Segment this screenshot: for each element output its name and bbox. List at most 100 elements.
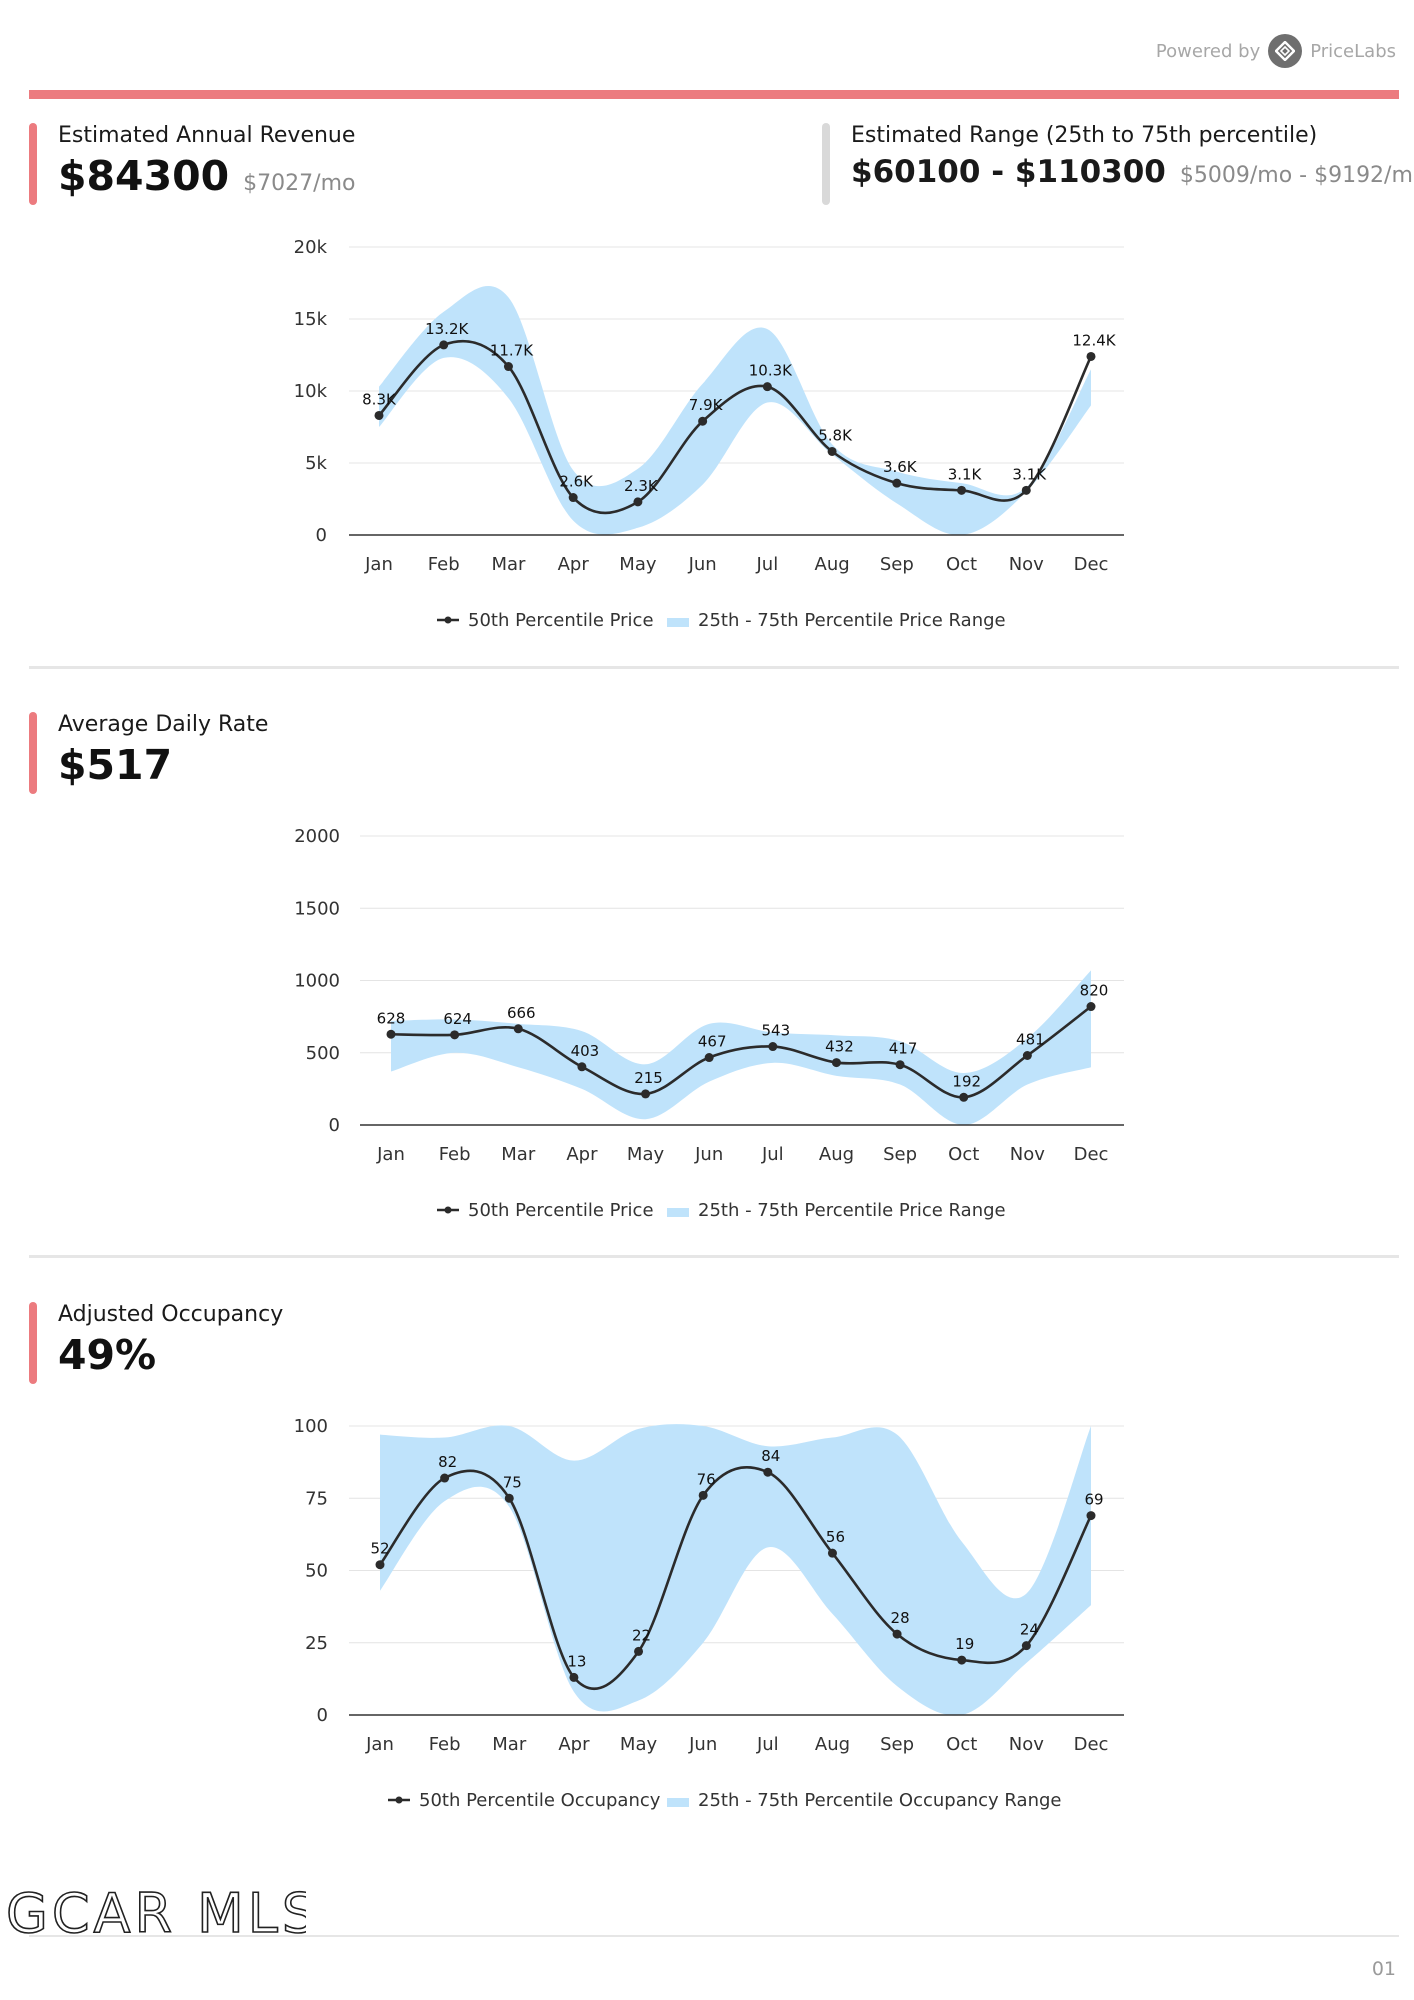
data-label: 417	[889, 1040, 918, 1058]
footer-divider	[29, 1935, 1399, 1937]
data-point	[504, 1493, 514, 1503]
x-tick-label: Aug	[815, 1734, 850, 1755]
data-point	[1021, 1641, 1031, 1651]
adr-chart: 0 500 1000 1500 2000 Jan Feb Mar Apr May Jun Jul Aug…	[294, 826, 1124, 1221]
legend-band-swatch	[667, 1798, 689, 1807]
data-point	[892, 1629, 902, 1639]
page-number: 01	[1371, 1958, 1396, 1980]
range-accent-bar	[822, 123, 830, 205]
data-label: 7.9K	[689, 396, 724, 414]
data-point	[450, 1030, 460, 1040]
y-tick-label: 100	[294, 1416, 328, 1437]
legend-band-label: 25th - 75th Percentile Price Range	[698, 610, 1006, 631]
estimated-range-label: Estimated Range (25th to 75th percentile…	[851, 123, 1318, 148]
data-label: 192	[952, 1072, 981, 1090]
occupancy-chart: 0 25 50 75 100 Jan Feb Mar Apr May Jun Jul Aug Sep Oct…	[294, 1416, 1124, 1811]
data-point	[440, 1473, 450, 1483]
adr-block: Average Daily Rate $517	[29, 712, 268, 794]
brand-name: PriceLabs	[1310, 40, 1396, 62]
top-accent-bar	[29, 90, 1399, 99]
y-tick-label: 10k	[294, 381, 328, 402]
x-tick-label: Sep	[880, 1734, 914, 1755]
occupancy-value: 49%	[58, 1331, 157, 1379]
annual-revenue-block: Estimated Annual Revenue $84300 $7027/mo	[29, 123, 355, 205]
y-tick-label: 500	[306, 1043, 340, 1064]
powered-by-label: Powered by	[1155, 40, 1261, 62]
y-tick-label: 0	[329, 1115, 340, 1136]
data-label: 52	[370, 1540, 389, 1558]
data-point	[513, 1024, 523, 1034]
x-tick-label: Jul	[756, 1734, 779, 1755]
data-point	[827, 1548, 837, 1558]
y-tick-label: 1000	[294, 971, 340, 992]
x-tick-label: Jul	[756, 554, 779, 575]
accent-bar	[29, 1302, 37, 1384]
data-label: 2.3K	[624, 477, 659, 495]
data-point	[831, 1058, 841, 1068]
legend-band-label: 25th - 75th Percentile Price Range	[698, 1200, 1006, 1221]
data-label: 2.6K	[559, 473, 594, 491]
data-point	[827, 446, 837, 456]
y-tick-label: 2000	[294, 826, 340, 847]
x-tick-label: Sep	[883, 1144, 917, 1165]
data-point	[503, 362, 513, 372]
data-point	[768, 1042, 778, 1052]
data-label: 75	[503, 1473, 522, 1491]
x-tick-label: Jun	[688, 1734, 717, 1755]
data-point	[641, 1089, 651, 1099]
annual-revenue-monthly: $7027/mo	[243, 171, 356, 196]
data-label: 12.4K	[1072, 331, 1116, 349]
legend-line-marker	[395, 1796, 403, 1804]
x-tick-label: Sep	[880, 554, 914, 575]
x-tick-label: Apr	[558, 1734, 590, 1755]
estimated-range-monthly: $5009/mo - $9192/mo	[1179, 163, 1414, 188]
data-label: 5.8K	[818, 426, 853, 444]
x-tick-label: Dec	[1074, 1144, 1109, 1165]
accent-bar	[29, 123, 37, 205]
data-label: 13.2K	[425, 320, 469, 338]
data-point	[895, 1060, 905, 1070]
data-label: 19	[955, 1635, 974, 1653]
x-tick-label: Dec	[1074, 1734, 1109, 1755]
y-tick-label: 50	[305, 1561, 328, 1582]
data-point	[1022, 1050, 1032, 1060]
section-divider	[29, 666, 1399, 669]
legend-median-label: 50th Percentile Price	[468, 1200, 654, 1221]
y-tick-label: 25	[305, 1633, 328, 1654]
data-point	[959, 1092, 969, 1102]
data-label: 11.7K	[490, 342, 534, 360]
data-label: 481	[1016, 1030, 1045, 1048]
x-tick-label: Feb	[428, 554, 460, 575]
x-tick-label: Oct	[948, 1144, 979, 1165]
data-point	[1086, 1002, 1096, 1012]
y-tick-label: 75	[305, 1488, 328, 1509]
data-label: 8.3K	[362, 390, 397, 408]
x-tick-label: Feb	[439, 1144, 471, 1165]
data-point	[698, 1490, 708, 1500]
data-label: 820	[1080, 982, 1109, 1000]
percentile-range-band	[380, 1424, 1091, 1716]
section-divider	[29, 1255, 1399, 1258]
x-tick-label: Oct	[946, 1734, 977, 1755]
x-tick-label: Jan	[365, 1734, 394, 1755]
data-label: 215	[634, 1069, 663, 1087]
x-tick-label: Jan	[376, 1144, 405, 1165]
data-point	[1086, 351, 1096, 361]
estimated-range-block: Estimated Range (25th to 75th percentile…	[822, 123, 1414, 205]
data-label: 56	[826, 1528, 845, 1546]
powered-by: Powered by PriceLabs	[1156, 34, 1396, 68]
occupancy-block: Adjusted Occupancy 49%	[29, 1302, 283, 1384]
x-tick-label: Jun	[688, 554, 717, 575]
data-point	[374, 410, 384, 420]
data-point	[698, 416, 708, 426]
x-tick-label: Oct	[946, 554, 977, 575]
x-tick-label: Apr	[566, 1144, 598, 1165]
data-label: 69	[1084, 1491, 1103, 1509]
x-tick-label: Apr	[558, 554, 590, 575]
adr-label: Average Daily Rate	[58, 712, 269, 737]
data-point	[375, 1560, 385, 1570]
data-point	[569, 1672, 579, 1682]
revenue-chart: 0 5k 10k 15k 20k Jan Feb Mar Apr May Jun Jul Aug Sep O…	[294, 237, 1124, 631]
legend-band-swatch	[667, 618, 689, 627]
data-label: 10.3K	[749, 362, 793, 380]
